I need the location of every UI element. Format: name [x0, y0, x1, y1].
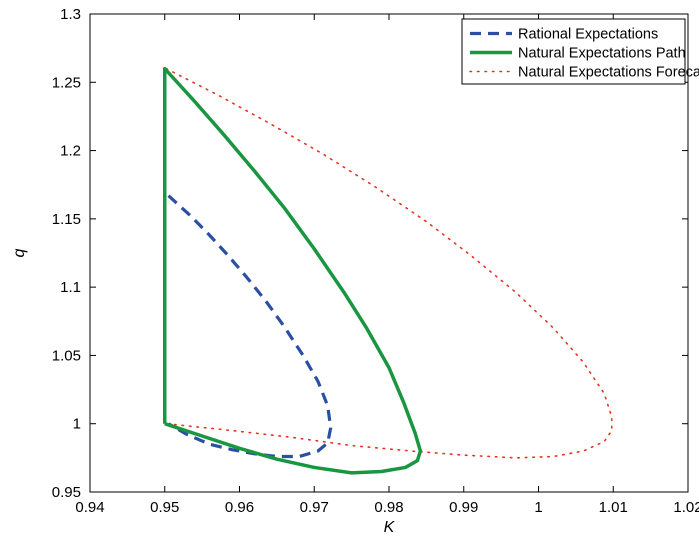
legend-label-0: Rational Expectations — [518, 27, 658, 43]
y-tick-label: 1.05 — [52, 347, 81, 364]
legend-label-2: Natural Expectations Forecast — [518, 65, 699, 81]
y-tick-label: 1.25 — [52, 74, 81, 91]
series-line-0 — [167, 194, 333, 459]
x-tick-label: 0.98 — [374, 499, 403, 516]
x-tick-label: 1.02 — [673, 499, 699, 516]
y-axis: 0.95 1 1.05 1.1 1.15 1.2 1.25 1.3 — [52, 6, 688, 501]
y-tick-label: 1.15 — [52, 211, 81, 228]
legend-label-1: Natural Expectations Path — [518, 46, 686, 62]
legend: Rational Expectations Natural Expectation… — [461, 18, 699, 85]
y-tick-label: 1 — [73, 416, 81, 433]
y-tick-label: 1.2 — [60, 143, 81, 160]
x-tick-label: 0.96 — [225, 499, 254, 516]
x-axis: 0.94 0.95 0.96 0.97 0.98 0.99 1 1.01 1.02 — [75, 14, 699, 516]
y-tick-label: 1.1 — [60, 279, 81, 296]
y-tick-label: 0.95 — [52, 484, 81, 501]
series-group — [163, 66, 613, 475]
x-tick-label: 1.01 — [599, 499, 628, 516]
x-tick-label: 1 — [534, 499, 542, 516]
series-line-1 — [163, 66, 423, 475]
x-tick-label: 0.95 — [150, 499, 179, 516]
y-axis-title: q — [11, 248, 28, 257]
x-axis-title: K — [384, 519, 396, 536]
x-tick-label: 0.99 — [449, 499, 478, 516]
x-tick-label: 0.97 — [300, 499, 329, 516]
series-line-2 — [165, 67, 613, 459]
x-tick-label: 0.94 — [75, 499, 104, 516]
y-tick-label: 1.3 — [60, 6, 81, 23]
